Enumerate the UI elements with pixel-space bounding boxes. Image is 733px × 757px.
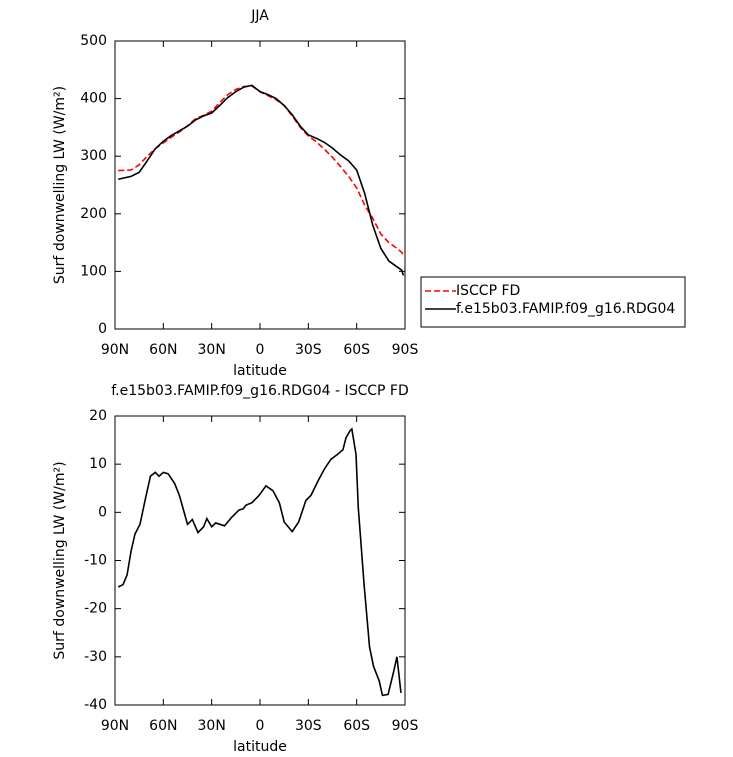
x-tick-label: 60S xyxy=(343,342,370,358)
y-tick-label: 0 xyxy=(98,321,107,337)
legend-box xyxy=(420,276,686,328)
chart-title: f.e15b03.FAMIP.f09_g16.RDG04 - ISCCP FD xyxy=(111,383,409,399)
legend-label: ISCCP FD xyxy=(456,283,520,299)
x-tick-label: 0 xyxy=(256,342,265,358)
y-tick-label: 20 xyxy=(89,408,107,424)
y-tick-label: -20 xyxy=(84,601,107,617)
chart-title: JJA xyxy=(250,8,269,24)
legend-label: f.e15b03.FAMIP.f09_g16.RDG04 xyxy=(456,301,675,317)
x-tick-label: 90N xyxy=(101,342,129,358)
x-axis-label: latitude xyxy=(233,363,287,379)
y-tick-label: 300 xyxy=(80,148,107,164)
y-tick-label: 10 xyxy=(89,456,107,472)
y-tick-label: -40 xyxy=(84,697,107,713)
data-line xyxy=(118,84,405,276)
y-axis-label: Surf downwelling LW (W/m²) xyxy=(52,86,68,284)
y-tick-label: -30 xyxy=(84,649,107,665)
x-tick-label: 90S xyxy=(392,718,419,734)
x-tick-label: 90N xyxy=(101,718,129,734)
y-tick-label: 100 xyxy=(80,263,107,279)
x-tick-label: 60N xyxy=(149,718,177,734)
y-tick-label: 500 xyxy=(80,33,107,49)
data-line xyxy=(118,85,405,256)
x-tick-label: 90S xyxy=(392,342,419,358)
x-axis-label: latitude xyxy=(233,739,287,755)
y-tick-label: 400 xyxy=(80,91,107,107)
x-tick-label: 60S xyxy=(343,718,370,734)
y-tick-label: 200 xyxy=(80,206,107,222)
x-tick-label: 30S xyxy=(295,718,322,734)
data-line xyxy=(117,427,402,697)
x-tick-label: 30N xyxy=(198,718,226,734)
y-tick-label: 0 xyxy=(98,504,107,520)
x-tick-label: 30S xyxy=(295,342,322,358)
x-tick-label: 30N xyxy=(198,342,226,358)
y-tick-label: -10 xyxy=(84,553,107,569)
x-tick-label: 0 xyxy=(256,718,265,734)
y-axis-label: Surf downwelling LW (W/m²) xyxy=(52,461,68,659)
x-tick-label: 60N xyxy=(149,342,177,358)
